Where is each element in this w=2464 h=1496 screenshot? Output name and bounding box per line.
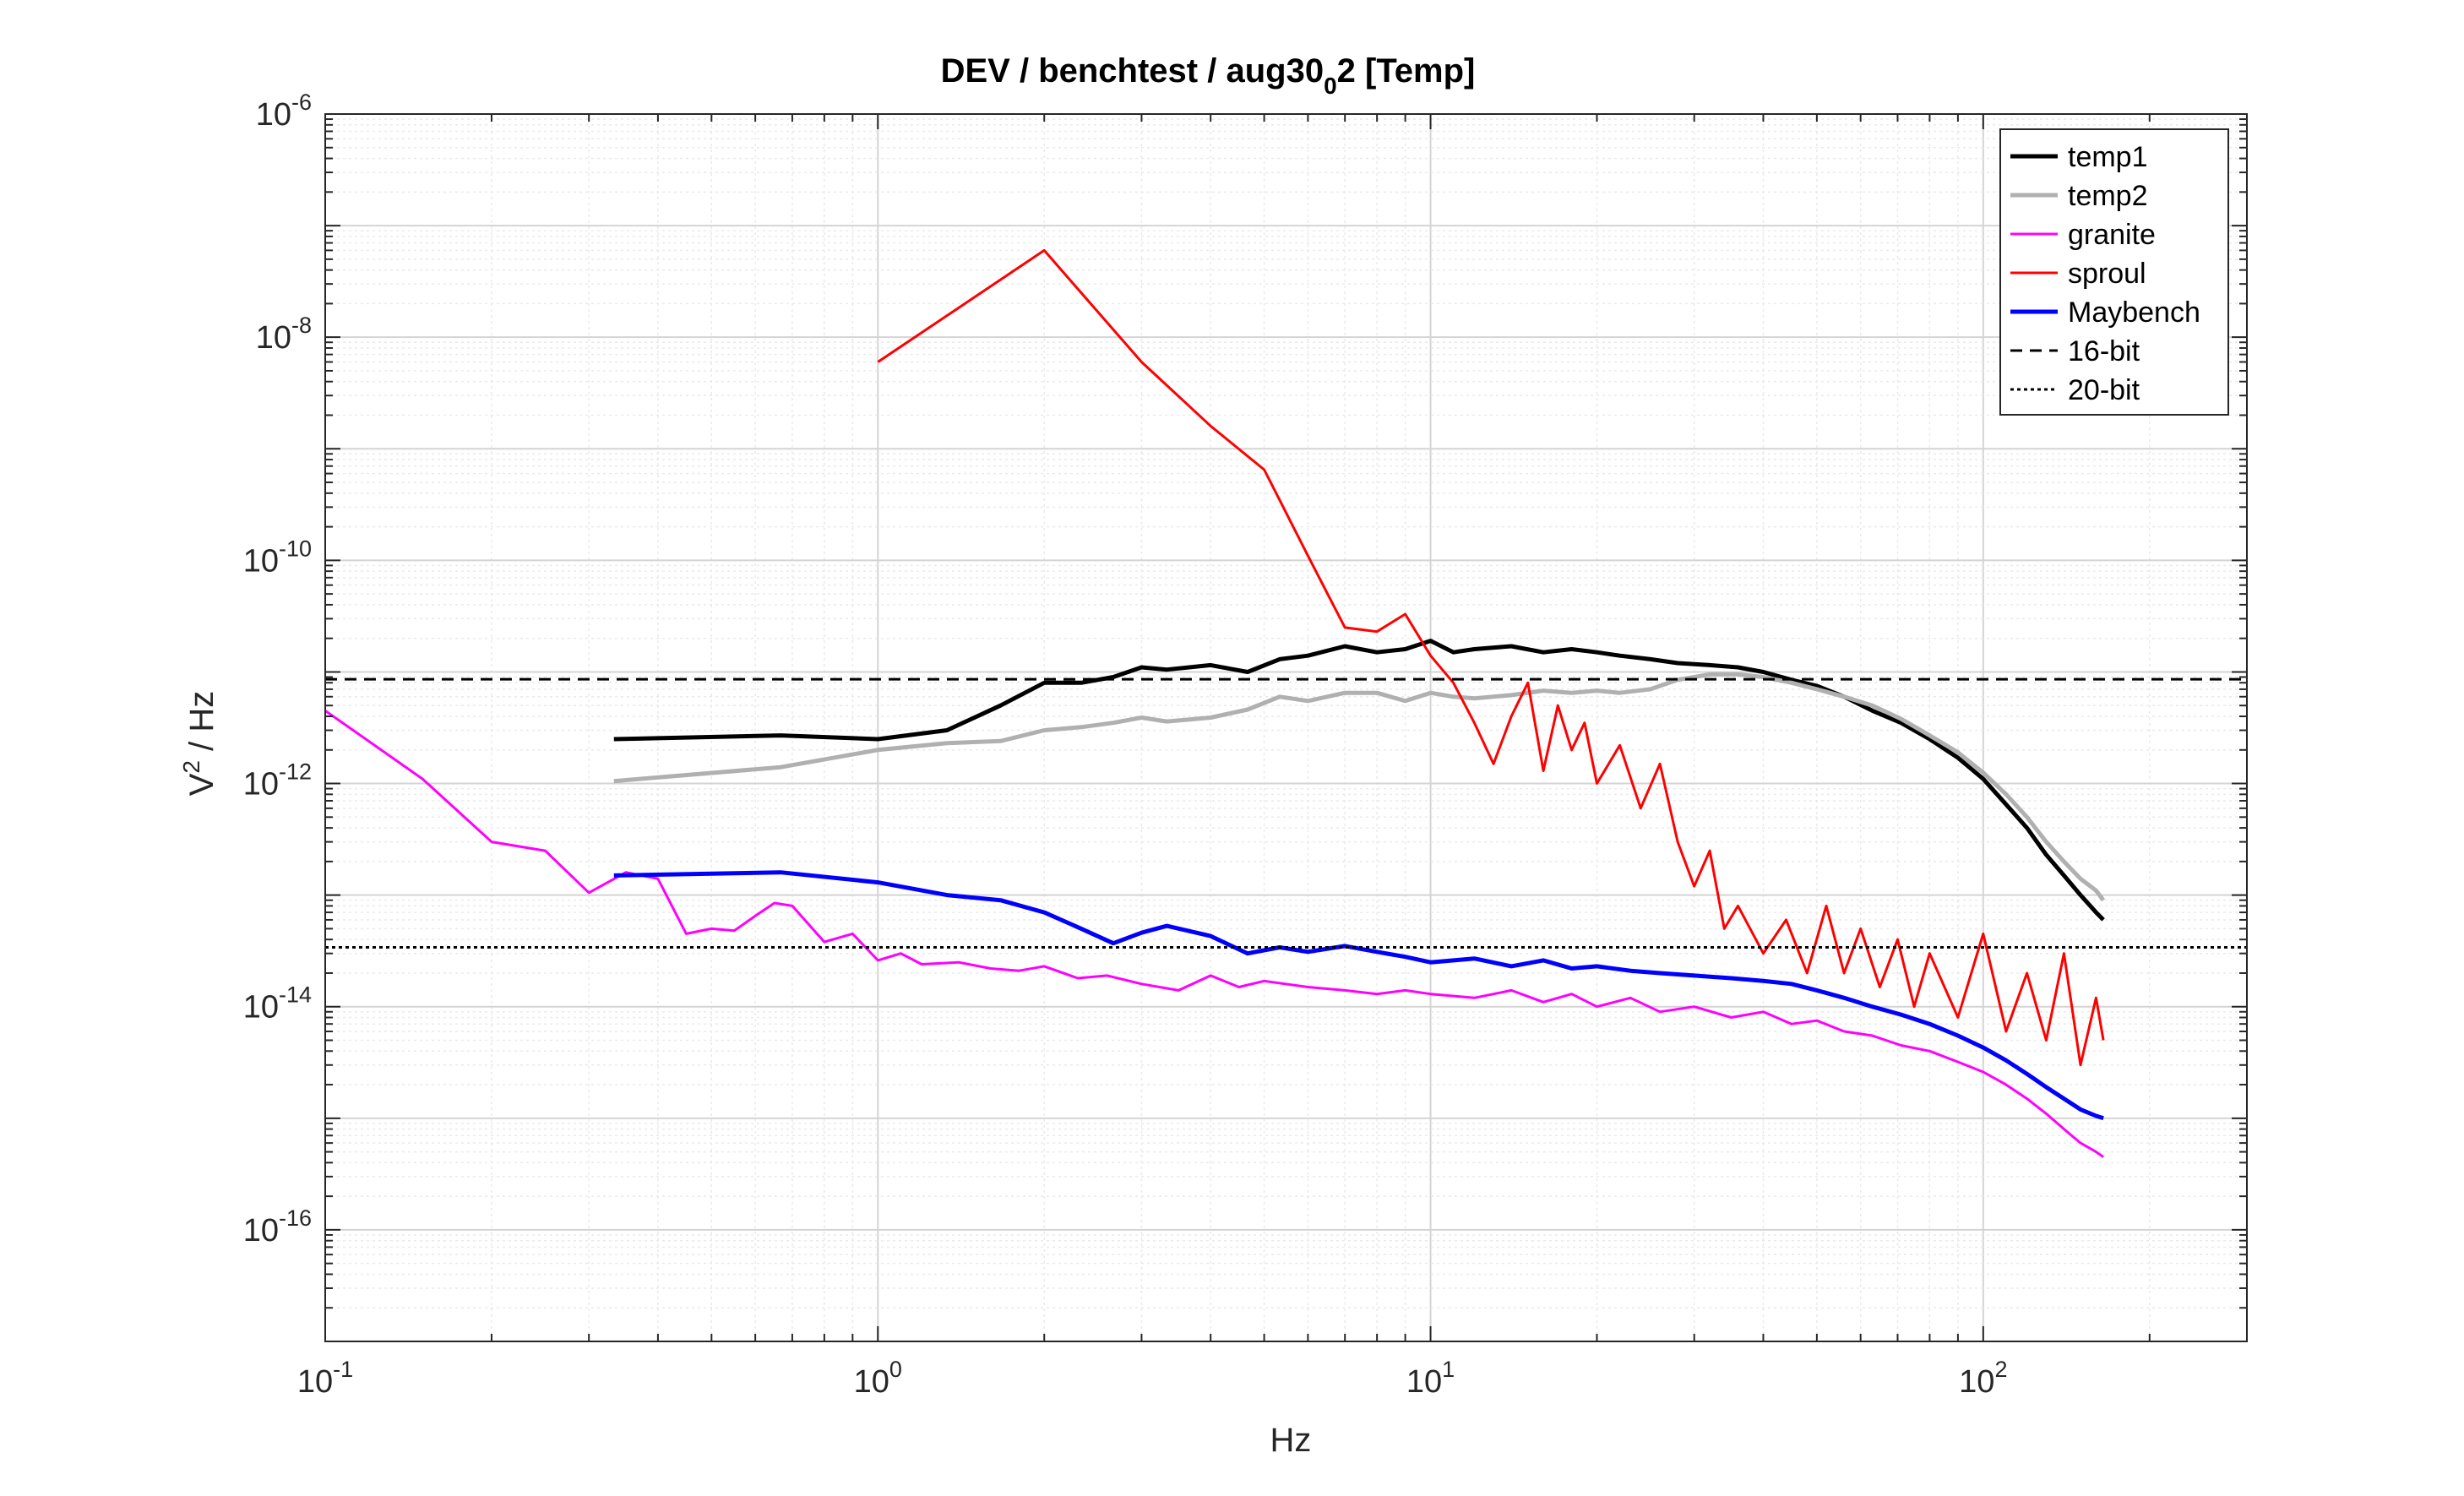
x-tick-label: 100 xyxy=(854,1357,902,1400)
y-axis-label: V2 / Hz xyxy=(178,691,220,797)
legend-label: temp2 xyxy=(2068,180,2148,212)
legend-label: 20-bit xyxy=(2068,374,2140,406)
axes: 10-1 100 101 102 10-16 10-14 10-12 10-10 10-8 10-… xyxy=(243,90,2248,1400)
y-tick-label: 10-12 xyxy=(243,759,312,802)
chart-title-prefix: DEV / benchtest / aug30 xyxy=(941,52,1324,90)
y-axis-label-rest: / Hz xyxy=(183,691,220,760)
series-line-sproul xyxy=(877,248,2105,1067)
series-line-maybench xyxy=(613,870,2104,1121)
grid xyxy=(324,113,2248,1342)
x-tick-label: 10-1 xyxy=(297,1357,353,1400)
legend-label: temp1 xyxy=(2068,141,2148,173)
y-axis-label-sup: 2 xyxy=(178,760,204,774)
y-tick-label: 10-10 xyxy=(243,536,312,579)
chart-title: DEV / benchtest / aug3002 [Temp] xyxy=(941,52,1476,99)
series-line-temp1 xyxy=(613,639,2105,922)
y-tick-label: 10-8 xyxy=(256,313,312,356)
legend-label: Maybench xyxy=(2068,296,2200,329)
y-axis-label-base: V xyxy=(183,773,220,796)
plot-frame xyxy=(324,113,2248,1342)
series-line-temp2 xyxy=(613,672,2106,902)
series-layer xyxy=(325,248,2247,1158)
x-tick-label: 101 xyxy=(1406,1357,1455,1400)
series-line-granite xyxy=(325,710,2104,1158)
legend-label: granite xyxy=(2068,219,2156,251)
y-tick-label: 10-14 xyxy=(243,982,312,1025)
plot-area xyxy=(325,114,2247,1341)
legend: temp1 temp2 granite sproul Maybench 16-bit 20-… xyxy=(1999,128,2229,416)
y-tick-label: 10-6 xyxy=(256,90,312,133)
chart-title-subscript: 0 xyxy=(1324,73,1337,99)
legend-label: sproul xyxy=(2068,258,2146,290)
x-tick-label: 102 xyxy=(1959,1357,2007,1400)
chart-title-suffix: 2 [Temp] xyxy=(1337,52,1476,90)
x-axis-label: Hz xyxy=(1270,1422,1312,1459)
y-tick-label: 10-16 xyxy=(243,1205,312,1248)
legend-label: 16-bit xyxy=(2068,335,2140,367)
